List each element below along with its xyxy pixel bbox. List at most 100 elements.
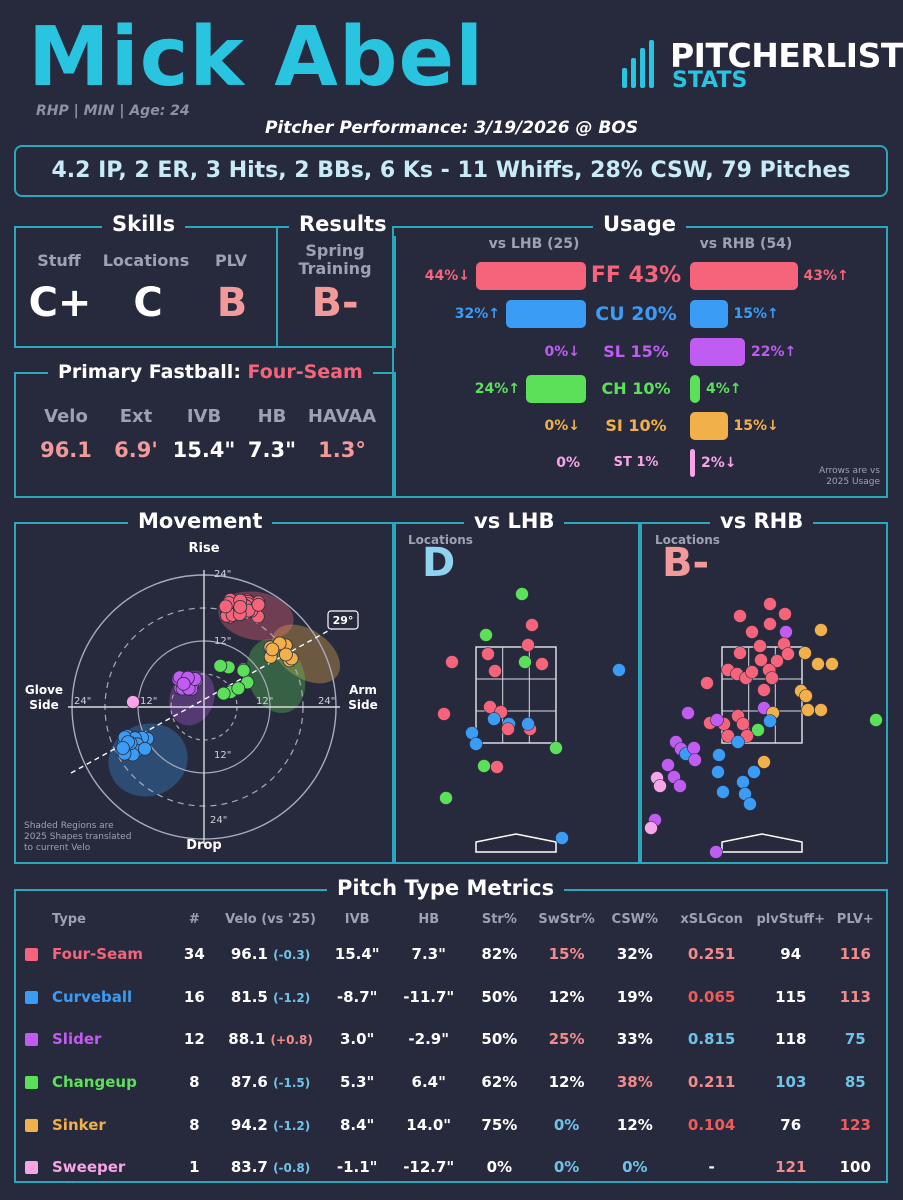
location-point-ch [869, 713, 883, 727]
pitch-swatch [25, 1161, 38, 1175]
lhb-locations-grade: D [422, 540, 456, 586]
metric-xslg: 0.104 [687, 1115, 736, 1134]
location-point-ch [549, 741, 563, 755]
ring-label-right-24: 24" [318, 696, 335, 707]
movement-point-ch [213, 658, 228, 673]
usage-rhb-bar-cu [690, 300, 728, 328]
ivb-label: IVB [186, 406, 222, 427]
pitcher-bio: RHP | MIN | Age: 24 [36, 103, 190, 119]
locations-grade: C [133, 280, 163, 326]
vs-rhb-title: vs RHB [710, 509, 814, 533]
table-row: Changeup 8 87.6 (-1.5) 5.3" 6.4" 62% 12% 38% 0.2… [24, 1061, 884, 1104]
location-point-si [814, 703, 828, 717]
movement-point-ch [216, 686, 231, 701]
metric-swstr: 25% [548, 1030, 585, 1049]
usage-label-ch: CH 10% [601, 379, 671, 398]
metric-csw: 19% [616, 987, 653, 1006]
performance-title: Pitcher Performance: 3/19/2026 @ BOS [264, 118, 639, 138]
location-point-ch [751, 723, 765, 737]
metrics-header-csw-: CSW% [611, 911, 659, 927]
pitch-type: Four-Seam [52, 945, 143, 964]
usage-lhb-value-si: 0%↓ [544, 418, 581, 434]
location-point-sl [681, 706, 695, 720]
location-point-ff [757, 683, 771, 697]
location-point-cu [612, 663, 626, 677]
pitch-swatch [25, 990, 38, 1004]
metric-str: 0% [486, 1158, 513, 1177]
fastball-panel [14, 372, 396, 498]
bar-chart-icon [622, 40, 654, 88]
pitch-type: Slider [52, 1030, 102, 1049]
usage-lhb-bar-ff [476, 262, 586, 290]
glove-side-label: Glove [25, 683, 63, 697]
location-point-si [799, 689, 813, 703]
locations-label: Locations [102, 251, 190, 270]
metric-n: 1 [189, 1158, 200, 1177]
metrics-header-xslgcon: xSLGcon [680, 911, 743, 927]
rhb-location-plot [644, 597, 883, 858]
fastball-title: Primary Fastball: Four-Seam [48, 360, 373, 384]
location-point-ff [490, 760, 504, 774]
metrics-table: Type # Velo (vs '25) IVB HB Str% SwStr% CSW% xSL… [24, 905, 884, 1189]
metric-n: 12 [183, 1030, 205, 1049]
arm-angle-badge [327, 610, 359, 630]
location-point-cu [487, 712, 501, 726]
metric-n: 16 [183, 987, 205, 1006]
location-point-si [811, 657, 825, 671]
pitch-swatch [25, 1033, 38, 1047]
lhb-location-plot [437, 587, 626, 853]
metrics-header-str-: Str% [481, 911, 517, 927]
ring-label-right-12: 12" [256, 696, 273, 707]
movement-points [115, 593, 299, 762]
metric-swstr: 0% [553, 1115, 580, 1134]
location-point-ff [733, 646, 747, 660]
hb-label: HB [257, 406, 287, 427]
results-grade: B- [311, 280, 359, 326]
usage-rhb-value-sl: 22%↑ [751, 344, 797, 360]
usage-rhb-header: vs RHB (54) [699, 236, 793, 252]
skills-title: Skills [102, 212, 186, 236]
location-point-ff [535, 657, 549, 671]
metrics-header-type: Type [52, 911, 86, 927]
rhb-pitch-points [644, 597, 883, 858]
metrics-header-velo-vs-25-: Velo (vs '25) [225, 911, 316, 927]
location-point-sl [673, 779, 687, 793]
location-point-ff [745, 625, 759, 639]
movement-point-st [126, 695, 140, 709]
metric-hb: 7.3" [411, 945, 446, 964]
metric-stuff: 94 [780, 945, 802, 964]
location-point-ff [781, 647, 795, 661]
movement-plot: Rise Drop Glove Side Arm Side 24" 12" 12… [24, 541, 378, 853]
metric-xslg: 0.251 [687, 945, 736, 964]
location-point-st [653, 779, 667, 793]
ring-label-bottom-12: 12" [214, 750, 231, 761]
movement-note-3: to current Velo [24, 843, 91, 853]
usage-rhb-bar-si [690, 412, 728, 440]
usage-lhb-value-cu: 32%↑ [454, 306, 500, 322]
metric-ivb: 5.3" [339, 1073, 375, 1092]
table-row: Sinker 8 94.2 (-1.2) 8.4" 14.0" 75% 0% 12% 0.104… [24, 1103, 884, 1146]
location-point-cu [716, 785, 730, 799]
movement-point-si [278, 647, 293, 662]
location-point-ff [765, 671, 779, 685]
havaa-value: 1.3° [318, 438, 366, 462]
metric-hb: -12.7" [403, 1158, 455, 1177]
ivb-value: 15.4" [172, 438, 236, 462]
metrics-header-plvstuff-: plvStuff+ [756, 911, 825, 927]
metric-n: 34 [183, 945, 205, 964]
arm-side-label: Arm [349, 683, 377, 697]
metric-plv: 85 [844, 1073, 866, 1092]
location-point-ch [439, 791, 453, 805]
location-point-ff [745, 665, 759, 679]
stuff-grade: C+ [28, 280, 92, 326]
metric-csw: 32% [616, 945, 653, 964]
metric-xslg: - [708, 1158, 715, 1177]
table-row: Curveball 16 81.5 (-1.2) -8.7" -11.7" 50% 12% 1… [24, 976, 884, 1019]
metrics-header-plv-: PLV+ [836, 911, 874, 927]
movement-point-ch [231, 681, 246, 696]
metric-hb: 14.0" [406, 1115, 452, 1134]
metric-csw: 38% [616, 1073, 653, 1092]
drop-label: Drop [186, 838, 221, 853]
metric-stuff: 115 [775, 987, 807, 1006]
metric-csw: 33% [616, 1030, 653, 1049]
